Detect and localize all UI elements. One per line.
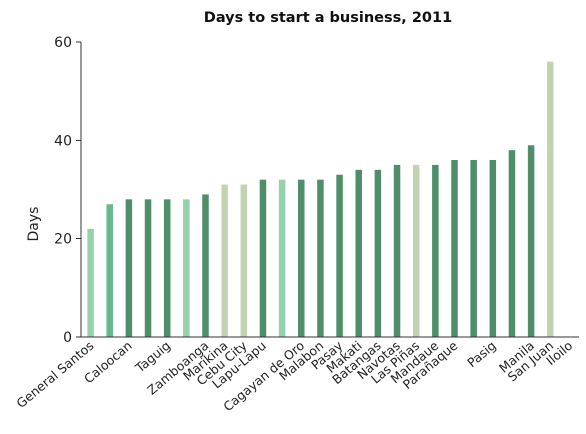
bar-cebu-city	[240, 184, 248, 337]
bar-cagayan-de-oro	[298, 179, 305, 337]
bar-pasay	[336, 174, 343, 337]
bar-taguig	[163, 199, 171, 337]
bar-navotas	[393, 164, 401, 337]
bar-las-pi-as	[412, 164, 420, 337]
y-tick-label: 20	[54, 232, 72, 248]
bar-pasig	[489, 160, 497, 337]
bars	[87, 61, 554, 338]
bar-mandaluyong	[508, 150, 516, 337]
bar-marikina	[221, 184, 228, 337]
bar-makati	[355, 169, 362, 337]
y-tick-label: 60	[54, 35, 72, 51]
bar-mandaue	[432, 164, 439, 337]
y-tick-label: 40	[54, 133, 72, 149]
y-tick-label: 0	[63, 330, 72, 346]
bar-zamboanga	[202, 194, 209, 337]
bar-general-santos	[87, 228, 94, 337]
bar-san-juan	[547, 61, 554, 338]
y-axis-ticks: 0 20 40 60	[54, 35, 81, 346]
bar-valenzuela	[470, 160, 477, 337]
y-axis-label: Days	[26, 207, 42, 242]
bar-para-aque	[451, 160, 458, 337]
bar-lapu-lapu	[259, 179, 267, 337]
x-axis-tick-labels: General SantosCaloocanTaguigZamboangaMar…	[13, 337, 575, 414]
bar-quezon-city	[183, 199, 190, 337]
bar-muntinlupa	[278, 179, 286, 337]
bar-manila	[527, 145, 535, 337]
bar-davao	[106, 204, 113, 337]
bar-cebu	[144, 199, 152, 337]
bar-malabon	[317, 179, 324, 337]
bar-batangas	[374, 169, 382, 337]
bar-caloocan	[125, 199, 133, 337]
chart-title: Days to start a business, 2011	[204, 10, 452, 26]
x-tick-label: Pasig	[464, 338, 499, 370]
